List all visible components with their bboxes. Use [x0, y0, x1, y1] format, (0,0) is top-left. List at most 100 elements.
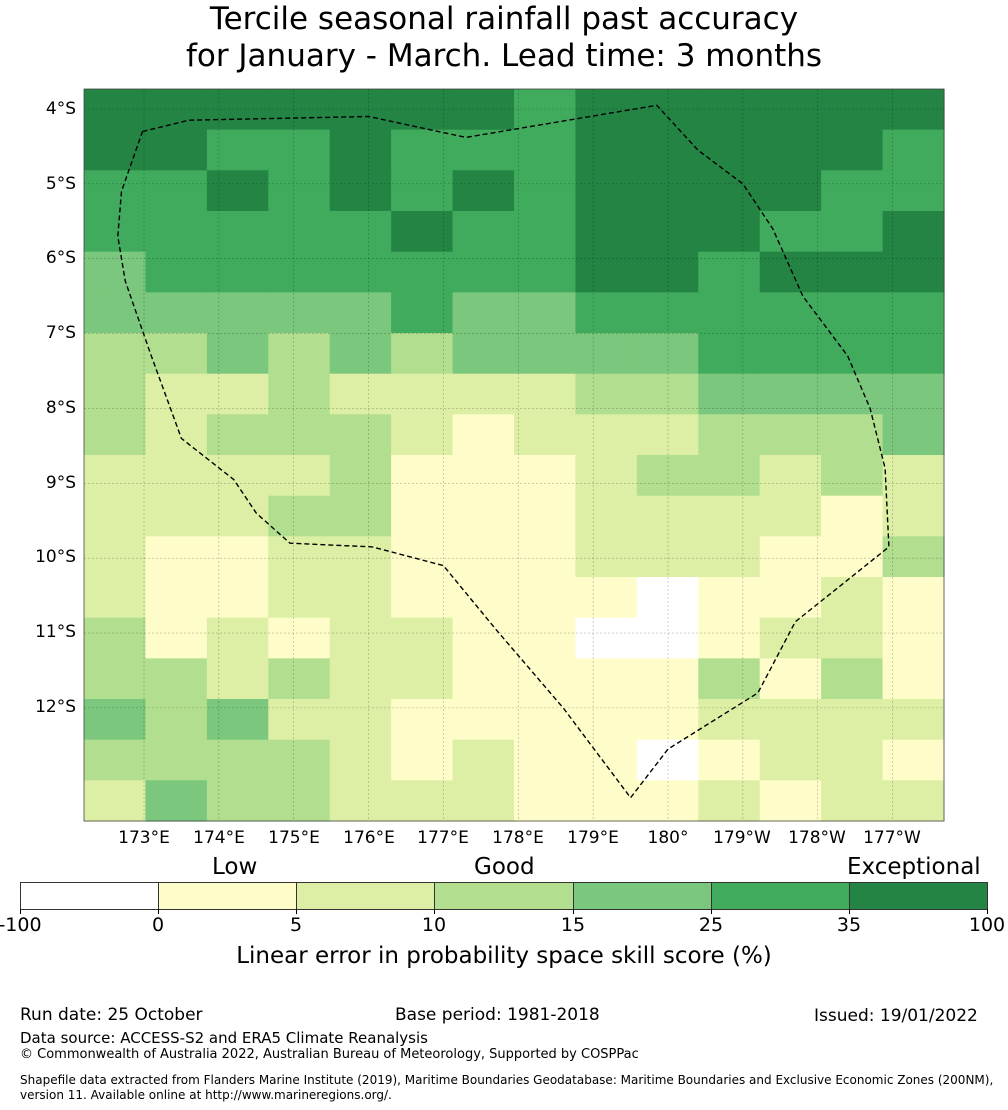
grid-cell [759, 129, 822, 171]
grid-cell [698, 617, 761, 659]
grid-cell [452, 495, 515, 537]
grid-cell [698, 373, 761, 415]
grid-cell [636, 455, 699, 497]
grid-cell [206, 373, 269, 415]
grid-cell [698, 455, 761, 497]
grid-cell [882, 658, 945, 700]
issued-date: Issued: 19/01/2022 [814, 1006, 978, 1026]
grid-cell [636, 577, 699, 619]
grid-cell [329, 292, 392, 334]
grid-cell [698, 780, 761, 822]
base-period: Base period: 1981-2018 [395, 1005, 600, 1025]
grid-cell [821, 333, 884, 375]
grid-cell [514, 129, 577, 171]
grid-cell [329, 170, 392, 212]
grid-cell [452, 333, 515, 375]
grid-cell [759, 658, 822, 700]
grid-cell [882, 455, 945, 497]
grid-cell [329, 333, 392, 375]
grid-cell [391, 251, 454, 293]
grid-cell [206, 333, 269, 375]
grid-cell [206, 536, 269, 578]
grid-cell [145, 617, 208, 659]
grid-cell [391, 211, 454, 253]
grid-cell [145, 495, 208, 537]
grid-cell [575, 333, 638, 375]
grid-cell [514, 536, 577, 578]
grid-cell [698, 251, 761, 293]
grid-cell [329, 211, 392, 253]
grid-cell [145, 251, 208, 293]
grid-cell [514, 292, 577, 334]
grid-cell [84, 577, 147, 619]
colorbar-label: Linear error in probability space skill … [236, 943, 772, 969]
grid-cell [575, 129, 638, 171]
grid-cell [206, 292, 269, 334]
grid-cell [329, 129, 392, 171]
grid-cell [391, 129, 454, 171]
lat-label-11s: 11°S [35, 622, 76, 642]
grid-cell [575, 739, 638, 781]
grid-cell [268, 170, 331, 212]
grid-cell [514, 373, 577, 415]
grid-cell [452, 739, 515, 781]
grid-cell [759, 495, 822, 537]
grid-cell [268, 211, 331, 253]
grid-cell [698, 170, 761, 212]
grid-cell [452, 536, 515, 578]
grid-cell [391, 455, 454, 497]
grid-cell [514, 211, 577, 253]
grid-cell [575, 170, 638, 212]
grid-cell [145, 739, 208, 781]
grid-cell [391, 739, 454, 781]
grid-cell [698, 658, 761, 700]
grid-cell [452, 211, 515, 253]
grid-cell [698, 211, 761, 253]
grid-cells [84, 89, 945, 822]
grid-cell [575, 414, 638, 456]
lon-label-179w: 179°W [713, 828, 771, 848]
colorbar-tick-mark [573, 909, 574, 914]
skill-score-map [83, 88, 945, 822]
graticule [84, 89, 944, 821]
colorbar-bin [435, 883, 574, 909]
grid-cell [636, 373, 699, 415]
grid-cell [759, 617, 822, 659]
colorbar-tick-mark [296, 909, 297, 914]
grid-cell [329, 414, 392, 456]
grid-cell [84, 780, 147, 822]
colorbar-bin [297, 883, 436, 909]
grid-cell [268, 129, 331, 171]
shapefile-credit-line-1: Shapefile data extracted from Flanders M… [20, 1073, 994, 1087]
grid-cell [329, 577, 392, 619]
lon-label-179e: 179°E [567, 828, 619, 848]
colorbar-tick-mark [20, 909, 21, 914]
grid-cell [698, 536, 761, 578]
grid-cell [821, 89, 884, 131]
grid-cell [759, 170, 822, 212]
lat-label-9s: 9°S [45, 473, 76, 493]
grid-cell [882, 89, 945, 131]
grid-cell [759, 211, 822, 253]
grid-cell [575, 780, 638, 822]
grid-cell [821, 129, 884, 171]
lat-label-12s: 12°S [35, 697, 76, 717]
grid-cell [514, 89, 577, 131]
grid-cell [329, 658, 392, 700]
grid-cell [391, 699, 454, 741]
lon-label-178e: 178°E [492, 828, 544, 848]
grid-cell [391, 333, 454, 375]
grid-cell [84, 211, 147, 253]
grid-cell [84, 699, 147, 741]
grid-cell [206, 251, 269, 293]
grid-cell [759, 414, 822, 456]
grid-cell [391, 577, 454, 619]
grid-cell [206, 414, 269, 456]
grid-cell [84, 89, 147, 131]
grid-cell [452, 292, 515, 334]
grid-cell [698, 577, 761, 619]
grid-cell [636, 536, 699, 578]
grid-cell [452, 577, 515, 619]
grid-cell [575, 495, 638, 537]
grid-cell [514, 699, 577, 741]
